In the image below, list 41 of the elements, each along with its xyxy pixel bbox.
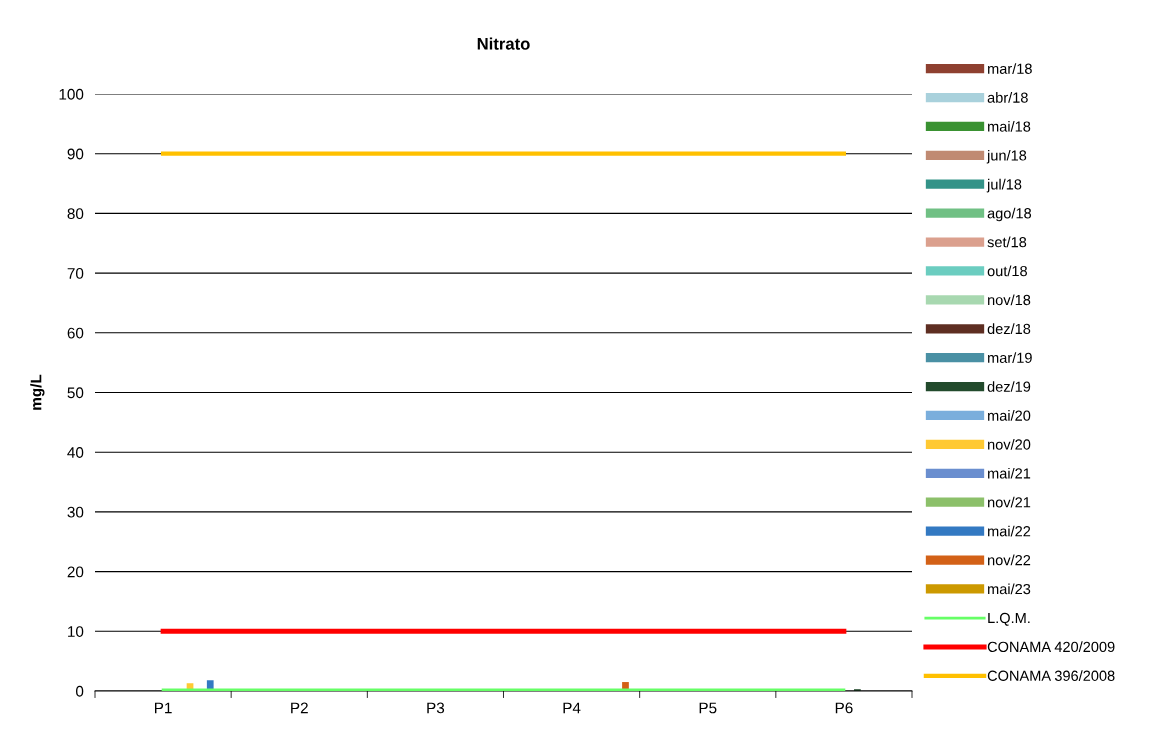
x-tick-label: P1: [154, 702, 172, 714]
x-tick-label: P5: [699, 702, 717, 714]
y-tick-label: 0: [75, 685, 84, 697]
legend-label: L.Q.M.: [988, 612, 1030, 626]
legend-label: ago/18: [987, 207, 1032, 222]
legend-label: abr/18: [987, 92, 1028, 103]
y-tick-label: 90: [67, 148, 84, 160]
legend-label: dez/18: [987, 323, 1031, 335]
legend-label: dez/19: [987, 381, 1031, 392]
y-tick-label: 60: [67, 327, 84, 339]
y-tick-label: 70: [67, 267, 84, 279]
legend-label: mai/23: [988, 583, 1031, 595]
y-tick-label: 20: [67, 566, 84, 578]
legend-label: jun/18: [986, 149, 1027, 164]
legend-label: CONAMA 420/2009: [987, 641, 1115, 653]
legend-label: mar/18: [988, 63, 1032, 74]
legend-label: mai/22: [988, 525, 1031, 537]
legend-label: set/18: [987, 236, 1027, 248]
y-tick-label: 50: [67, 387, 84, 399]
x-tick-label: P6: [835, 702, 853, 714]
legend-label: CONAMA 396/2008: [987, 670, 1115, 681]
legend-label: mar/19: [988, 352, 1032, 363]
y-tick-label: 30: [67, 506, 84, 518]
x-tick-label: P4: [563, 702, 581, 714]
legend-label: nov/21: [988, 496, 1031, 508]
x-tick-label: P3: [427, 702, 445, 714]
y-tick-label: 80: [67, 208, 84, 220]
chart-title: Nitrato: [477, 37, 530, 50]
legend-label: nov/22: [988, 554, 1031, 566]
legend-label: nov/18: [988, 294, 1031, 306]
legend-label: mai/20: [988, 410, 1031, 421]
y-axis-title: mg/L: [30, 374, 45, 410]
y-tick-label: 10: [68, 626, 84, 637]
legend-label: out/18: [987, 265, 1027, 277]
x-tick-label: P2: [291, 702, 308, 714]
legend-label: mai/21: [988, 467, 1031, 479]
legend-label: mai/18: [988, 120, 1031, 132]
legend-label: jul/18: [986, 178, 1022, 193]
y-tick-label: 40: [67, 447, 84, 458]
legend-label: nov/20: [988, 438, 1031, 450]
y-tick-label: 100: [59, 88, 84, 100]
